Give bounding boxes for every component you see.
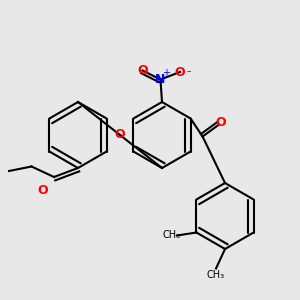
Text: O: O: [115, 128, 125, 142]
Text: +: +: [162, 68, 170, 78]
Text: N: N: [155, 73, 166, 86]
Text: CH₃: CH₃: [163, 230, 181, 241]
Text: O: O: [37, 184, 48, 197]
Text: O: O: [175, 65, 185, 79]
Text: O: O: [137, 64, 148, 77]
Text: O: O: [215, 116, 226, 130]
Text: -: -: [186, 65, 191, 79]
Text: CH₃: CH₃: [207, 269, 225, 280]
